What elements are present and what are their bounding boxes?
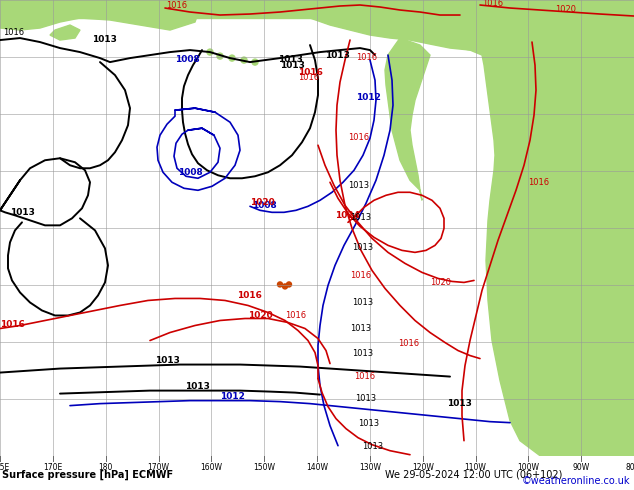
Polygon shape bbox=[0, 0, 200, 30]
Text: 1016: 1016 bbox=[166, 1, 187, 10]
Text: 1013: 1013 bbox=[155, 356, 180, 365]
Text: 140W: 140W bbox=[306, 463, 328, 472]
Text: 1020: 1020 bbox=[248, 312, 273, 320]
Text: 1016: 1016 bbox=[348, 133, 369, 142]
Circle shape bbox=[278, 282, 283, 287]
Text: 1013: 1013 bbox=[185, 382, 210, 391]
Text: 1013: 1013 bbox=[280, 61, 305, 70]
Text: 1013: 1013 bbox=[92, 35, 117, 44]
Text: 1008: 1008 bbox=[252, 201, 277, 210]
Text: 1008: 1008 bbox=[178, 168, 203, 177]
Text: 1020: 1020 bbox=[250, 198, 275, 207]
Text: We 29-05-2024 12:00 UTC (06+102): We 29-05-2024 12:00 UTC (06+102) bbox=[385, 470, 562, 480]
Text: 1013: 1013 bbox=[350, 213, 371, 222]
Polygon shape bbox=[300, 0, 634, 70]
Polygon shape bbox=[420, 38, 634, 456]
Text: 1016: 1016 bbox=[354, 371, 375, 381]
Text: 1013: 1013 bbox=[10, 208, 35, 218]
Text: 1016: 1016 bbox=[298, 68, 323, 77]
Text: 1013: 1013 bbox=[447, 399, 472, 408]
Text: 1013: 1013 bbox=[348, 181, 369, 190]
Text: 1013: 1013 bbox=[362, 441, 383, 451]
Polygon shape bbox=[300, 0, 634, 55]
Text: 1013: 1013 bbox=[352, 244, 373, 252]
Text: 1013: 1013 bbox=[355, 393, 376, 403]
Text: 1016: 1016 bbox=[237, 292, 262, 300]
Text: 1016: 1016 bbox=[298, 73, 319, 82]
Circle shape bbox=[241, 57, 247, 63]
Circle shape bbox=[207, 49, 213, 55]
Circle shape bbox=[287, 282, 292, 287]
Text: 1013: 1013 bbox=[352, 348, 373, 358]
Text: 150W: 150W bbox=[253, 463, 275, 472]
Text: 80W: 80W bbox=[625, 463, 634, 472]
Text: 170E: 170E bbox=[43, 463, 63, 472]
Text: 120W: 120W bbox=[411, 463, 434, 472]
Text: ©weatheronline.co.uk: ©weatheronline.co.uk bbox=[522, 476, 630, 486]
Text: 1016: 1016 bbox=[356, 53, 377, 62]
Text: 1016: 1016 bbox=[350, 271, 371, 280]
Text: 1016: 1016 bbox=[398, 339, 419, 347]
Text: Surface pressure [hPa] ECMWF: Surface pressure [hPa] ECMWF bbox=[2, 470, 173, 480]
Text: 130W: 130W bbox=[359, 463, 381, 472]
Text: 1013: 1013 bbox=[350, 323, 371, 333]
Text: 1016: 1016 bbox=[285, 312, 306, 320]
Text: 160W: 160W bbox=[200, 463, 223, 472]
Text: 1016: 1016 bbox=[482, 0, 503, 8]
Text: 1016: 1016 bbox=[3, 28, 24, 37]
Text: 110W: 110W bbox=[465, 463, 486, 472]
Circle shape bbox=[283, 284, 287, 289]
Circle shape bbox=[252, 59, 258, 65]
Text: 1020: 1020 bbox=[555, 5, 576, 14]
Text: 1012: 1012 bbox=[356, 93, 381, 102]
Circle shape bbox=[217, 53, 223, 59]
Text: 1013: 1013 bbox=[325, 51, 350, 60]
Text: 1008: 1008 bbox=[175, 55, 200, 64]
Text: 1013: 1013 bbox=[358, 418, 379, 428]
Text: 1024: 1024 bbox=[335, 211, 360, 220]
Text: 170W: 170W bbox=[148, 463, 169, 472]
Text: 1012: 1012 bbox=[220, 392, 245, 401]
Text: 1013: 1013 bbox=[278, 55, 303, 64]
Polygon shape bbox=[385, 38, 430, 200]
Text: 1013: 1013 bbox=[352, 298, 373, 307]
Text: 1016: 1016 bbox=[528, 178, 549, 187]
Text: 180: 180 bbox=[98, 463, 113, 472]
Text: 1020: 1020 bbox=[430, 278, 451, 288]
Polygon shape bbox=[50, 25, 80, 40]
Bar bbox=[0, 0, 634, 18]
Circle shape bbox=[229, 55, 235, 61]
Text: 90W: 90W bbox=[573, 463, 590, 472]
Text: 1016: 1016 bbox=[0, 319, 25, 328]
Text: 165E: 165E bbox=[0, 463, 10, 472]
Text: 100W: 100W bbox=[517, 463, 540, 472]
